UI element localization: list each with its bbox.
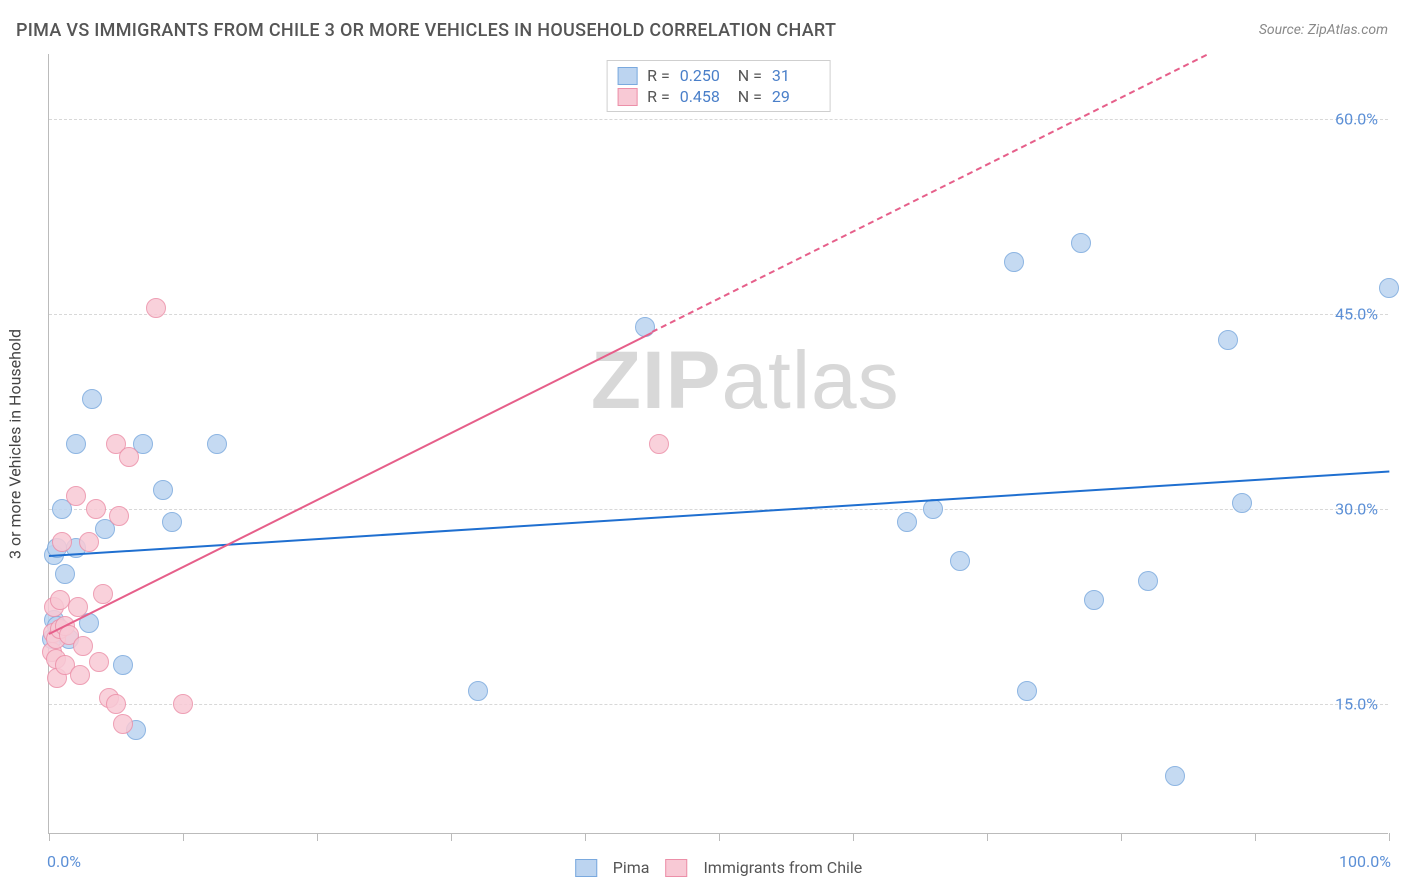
y-axis-title: 3 or more Vehicles in Household [6, 328, 25, 558]
watermark: ZIPatlas [591, 334, 900, 428]
plot-area: 3 or more Vehicles in Household ZIPatlas… [48, 54, 1388, 834]
data-point [207, 434, 227, 454]
data-point [649, 434, 669, 454]
data-point [897, 512, 917, 532]
data-point [66, 434, 86, 454]
data-point [162, 512, 182, 532]
data-point [1165, 766, 1185, 786]
data-point [146, 298, 166, 318]
source-attribution: Source: ZipAtlas.com [1259, 22, 1388, 38]
data-point [109, 506, 129, 526]
swatch-pima [617, 67, 637, 85]
legend: Pima Immigrants from Chile [575, 858, 863, 877]
stats-row-chile: R = 0.458 N = 29 [617, 86, 820, 107]
data-point [89, 652, 109, 672]
x-tick [987, 833, 988, 841]
x-tick [317, 833, 318, 841]
data-point [1232, 493, 1252, 513]
y-tick-label: 60.0% [1335, 110, 1378, 129]
data-point [106, 694, 126, 714]
data-point [173, 694, 193, 714]
data-point [82, 389, 102, 409]
x-tick [719, 833, 720, 841]
data-point [923, 499, 943, 519]
data-point [66, 486, 86, 506]
legend-label-chile: Immigrants from Chile [703, 858, 862, 877]
x-tick [49, 833, 50, 841]
data-point [73, 636, 93, 656]
data-point [468, 681, 488, 701]
data-point [1218, 330, 1238, 350]
data-point [79, 532, 99, 552]
x-tick [451, 833, 452, 841]
x-axis-label: 100.0% [1339, 852, 1391, 871]
x-axis-label: 0.0% [47, 852, 81, 871]
data-point [113, 714, 133, 734]
data-point [70, 665, 90, 685]
gridline [49, 119, 1388, 120]
legend-swatch-chile [665, 859, 687, 877]
data-point [1017, 681, 1037, 701]
data-point [55, 564, 75, 584]
data-point [1138, 571, 1158, 591]
data-point [1084, 590, 1104, 610]
data-point [1004, 252, 1024, 272]
gridline [49, 704, 1388, 705]
y-tick-label: 30.0% [1335, 500, 1378, 519]
correlation-stats-box: R = 0.250 N = 31 R = 0.458 N = 29 [606, 60, 831, 112]
x-tick [585, 833, 586, 841]
data-point [113, 655, 133, 675]
stats-row-pima: R = 0.250 N = 31 [617, 65, 820, 86]
data-point [93, 584, 113, 604]
y-tick-label: 15.0% [1335, 695, 1378, 714]
x-tick [1255, 833, 1256, 841]
gridline [49, 509, 1388, 510]
regression-line [49, 331, 653, 634]
legend-swatch-pima [575, 859, 597, 877]
data-point [50, 590, 70, 610]
x-tick [1389, 833, 1390, 841]
data-point [153, 480, 173, 500]
swatch-chile [617, 88, 637, 106]
regression-line [49, 470, 1389, 556]
x-tick [853, 833, 854, 841]
gridline [49, 314, 1388, 315]
data-point [1071, 233, 1091, 253]
x-tick [183, 833, 184, 841]
chart-title: PIMA VS IMMIGRANTS FROM CHILE 3 OR MORE … [16, 20, 836, 41]
data-point [950, 551, 970, 571]
data-point [119, 447, 139, 467]
legend-label-pima: Pima [613, 858, 650, 877]
data-point [1379, 278, 1399, 298]
data-point [86, 499, 106, 519]
x-tick [1121, 833, 1122, 841]
y-tick-label: 45.0% [1335, 305, 1378, 324]
data-point [52, 532, 72, 552]
